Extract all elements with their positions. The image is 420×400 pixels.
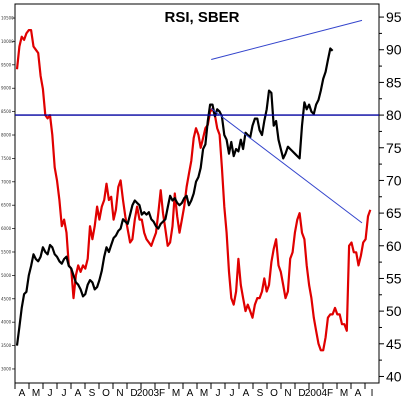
x-tick-label: M [200,388,208,399]
left-tick-label: 7500 [1,156,12,161]
left-tick-label: 4500 [1,296,12,301]
left-tick-label: 10500 [1,16,14,21]
x-tick-label: M [172,388,180,399]
right-tick-label: 40 [386,368,402,384]
chart-title: RSI, SBER [164,9,239,26]
x-tick-label: S [257,388,264,399]
series-lines [15,19,379,352]
x-tick-label: A [355,388,362,399]
x-tick-label: 2004 [305,388,328,399]
x-tick-label: N [284,388,291,399]
x-tick-label: D [130,388,137,399]
x-tick-label: S [89,388,96,399]
x-tick-label: M [340,388,348,399]
left-tick-label: 8000 [1,133,12,138]
left-tick-label: 6500 [1,203,12,208]
x-tick-label: A [75,388,82,399]
x-tick-label: N [116,388,123,399]
right-tick-label: 55 [386,270,402,286]
right-tick-label: 50 [386,303,402,319]
x-tick-label: J [216,388,221,399]
x-tick-label: J [230,388,235,399]
x-tick-label: J [62,388,67,399]
x-tick-label: M [32,388,40,399]
plot-frame [14,3,380,384]
left-tick-label: 5000 [1,273,12,278]
x-tick-label: O [102,388,110,399]
right-tick-label: 70 [386,172,402,188]
left-tick-label: 7000 [1,179,12,184]
right-tick-label: 65 [386,205,402,221]
x-tick-label: A [243,388,250,399]
right-axis: 95 90 85 80 75 70 65 60 55 50 45 40 [379,9,402,384]
right-tick-label: 75 [386,140,402,156]
x-tick-label: F [159,388,165,399]
left-tick-label: 9500 [1,62,12,67]
lower-trend-line [210,108,363,224]
right-tick-label: 85 [386,74,402,90]
left-tick-label: 3000 [1,366,12,371]
price-line [15,47,334,346]
left-tick-label: 4000 [1,320,12,325]
upper-trend-line [211,19,363,61]
x-tick-label: D [298,388,305,399]
x-tick-label: O [270,388,278,399]
left-axis: 10500 10000 9500 9000 8500 8000 7500 7000 6500 60… [1,16,15,371]
left-tick-label: 8500 [1,109,12,114]
x-tick-label: 2003 [137,388,160,399]
x-tick-label: J [48,388,53,399]
left-tick-label: 9000 [1,86,12,91]
x-tick-label: A [187,388,194,399]
right-tick-label: 90 [386,42,402,58]
x-axis: A M J J A S O N D 2003 F M A M J J A S O N D 2004 F M A I [14,383,374,399]
right-tick-label: 95 [386,9,402,25]
right-tick-label: 80 [386,107,402,123]
right-tick-label: 45 [386,336,402,352]
right-tick-label: 60 [386,238,402,254]
left-tick-label: 10000 [1,39,14,44]
left-tick-label: 5500 [1,249,12,254]
rsi-line [15,29,372,352]
x-tick-label: F [327,388,333,399]
left-tick-label: 6000 [1,226,12,231]
x-tick-label: A [19,388,26,399]
x-tick-label: I [371,388,374,399]
left-tick-label: 3500 [1,343,12,348]
